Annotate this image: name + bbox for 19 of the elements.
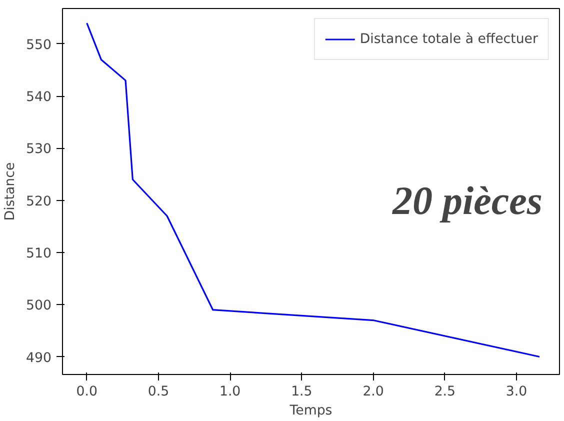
x-tick-label: 3.0 bbox=[506, 384, 528, 400]
line-series bbox=[86, 22, 540, 358]
y-tick-label: 500 bbox=[26, 298, 52, 314]
y-tick-label: 540 bbox=[26, 90, 52, 106]
x-tick-label: 0.0 bbox=[76, 384, 98, 400]
x-axis-title: Temps bbox=[288, 404, 332, 418]
x-tick-label: 0.5 bbox=[148, 384, 170, 400]
y-tick-label: 550 bbox=[26, 38, 52, 53]
x-tick-label: 2.0 bbox=[362, 384, 384, 400]
x-tick-label: 1.0 bbox=[219, 384, 241, 400]
annotation: 20 pièces bbox=[392, 178, 542, 223]
y-tick-label: 530 bbox=[26, 142, 52, 158]
y-tick-label: 520 bbox=[26, 194, 52, 210]
x-tick-label: 1.5 bbox=[291, 384, 312, 400]
y-axis-title: Distance bbox=[3, 162, 18, 221]
legend-label: Distance totale à effectuer bbox=[360, 32, 538, 46]
y-tick-label: 490 bbox=[26, 350, 52, 366]
x-tick-label: 2.5 bbox=[434, 384, 456, 400]
y-tick-label: 510 bbox=[26, 246, 52, 262]
